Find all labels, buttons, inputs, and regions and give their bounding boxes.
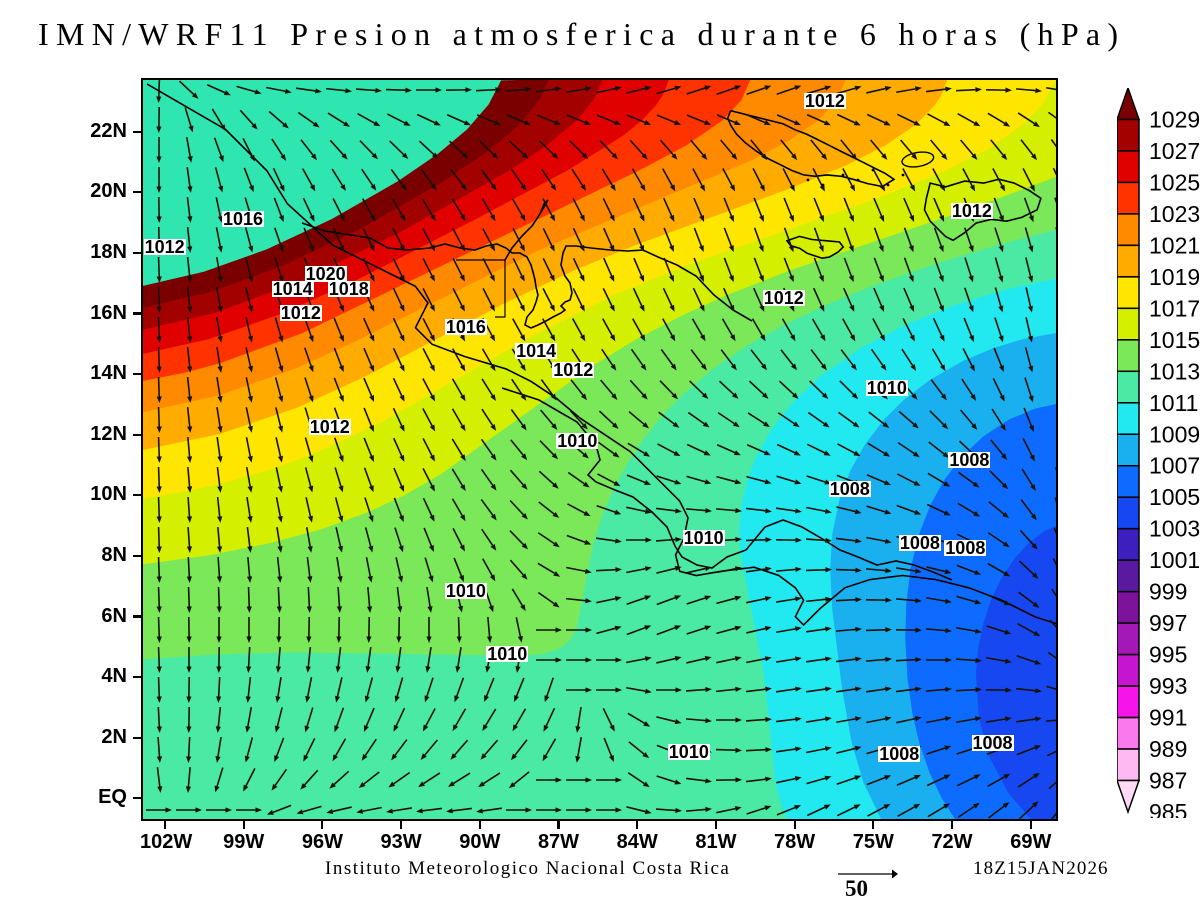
svg-text:1019: 1019: [1149, 264, 1200, 290]
svg-text:1021: 1021: [1149, 232, 1200, 258]
svg-text:1011: 1011: [1149, 390, 1198, 416]
svg-text:1007: 1007: [1149, 453, 1200, 479]
svg-text:985: 985: [1149, 799, 1187, 818]
svg-text:1003: 1003: [1149, 516, 1200, 542]
svg-text:1009: 1009: [1149, 421, 1200, 447]
svg-text:1013: 1013: [1149, 358, 1200, 384]
svg-text:1005: 1005: [1149, 484, 1200, 510]
svg-text:1027: 1027: [1149, 138, 1200, 164]
svg-text:1023: 1023: [1149, 201, 1200, 227]
svg-text:997: 997: [1149, 610, 1187, 636]
svg-text:1017: 1017: [1149, 295, 1200, 321]
svg-text:1015: 1015: [1149, 327, 1200, 353]
svg-text:1025: 1025: [1149, 169, 1200, 195]
svg-text:995: 995: [1149, 642, 1187, 668]
svg-text:999: 999: [1149, 579, 1187, 605]
svg-text:991: 991: [1149, 705, 1187, 731]
svg-text:1001: 1001: [1149, 547, 1200, 573]
svg-text:1029: 1029: [1149, 106, 1200, 132]
svg-text:989: 989: [1149, 736, 1187, 762]
svg-text:987: 987: [1149, 768, 1187, 794]
svg-text:993: 993: [1149, 673, 1187, 699]
